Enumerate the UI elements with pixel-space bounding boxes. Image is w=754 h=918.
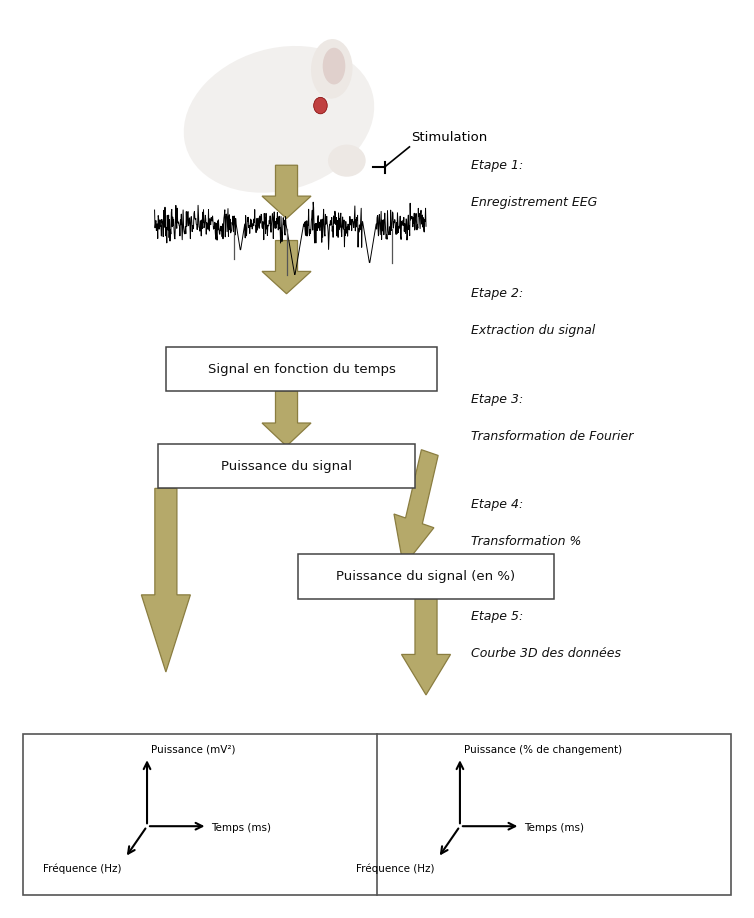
- Polygon shape: [262, 241, 311, 294]
- Text: Etape 2:: Etape 2:: [471, 287, 523, 300]
- Text: Puissance (mV²): Puissance (mV²): [151, 744, 235, 755]
- Polygon shape: [142, 488, 190, 672]
- Polygon shape: [394, 450, 438, 566]
- Polygon shape: [262, 391, 311, 446]
- Ellipse shape: [323, 48, 345, 84]
- Text: Fréquence (Hz): Fréquence (Hz): [43, 863, 121, 874]
- FancyBboxPatch shape: [298, 554, 554, 599]
- Text: Fréquence (Hz): Fréquence (Hz): [356, 863, 434, 874]
- Ellipse shape: [311, 39, 353, 98]
- Text: Etape 1:: Etape 1:: [471, 159, 523, 172]
- FancyBboxPatch shape: [158, 444, 415, 488]
- Text: Etape 4:: Etape 4:: [471, 498, 523, 511]
- Text: Stimulation: Stimulation: [411, 131, 487, 144]
- Text: Temps (ms): Temps (ms): [524, 823, 584, 833]
- Text: Etape 3:: Etape 3:: [471, 393, 523, 406]
- Polygon shape: [262, 165, 311, 218]
- Text: Courbe 3D des données: Courbe 3D des données: [471, 647, 621, 660]
- Ellipse shape: [314, 97, 327, 114]
- FancyBboxPatch shape: [166, 347, 437, 391]
- Text: Puissance du signal: Puissance du signal: [221, 460, 352, 473]
- Text: Puissance du signal (en %): Puissance du signal (en %): [336, 570, 516, 583]
- Ellipse shape: [328, 144, 366, 177]
- Text: Transformation %: Transformation %: [471, 535, 581, 548]
- Polygon shape: [401, 599, 450, 695]
- Text: Extraction du signal: Extraction du signal: [471, 324, 596, 337]
- Text: Signal en fonction du temps: Signal en fonction du temps: [207, 363, 396, 375]
- Text: Enregistrement EEG: Enregistrement EEG: [471, 196, 597, 208]
- FancyBboxPatch shape: [23, 734, 731, 895]
- Text: Transformation de Fourier: Transformation de Fourier: [471, 430, 633, 442]
- Text: Puissance (% de changement): Puissance (% de changement): [464, 744, 622, 755]
- Ellipse shape: [184, 46, 374, 193]
- Text: Temps (ms): Temps (ms): [211, 823, 271, 833]
- Text: Etape 5:: Etape 5:: [471, 610, 523, 623]
